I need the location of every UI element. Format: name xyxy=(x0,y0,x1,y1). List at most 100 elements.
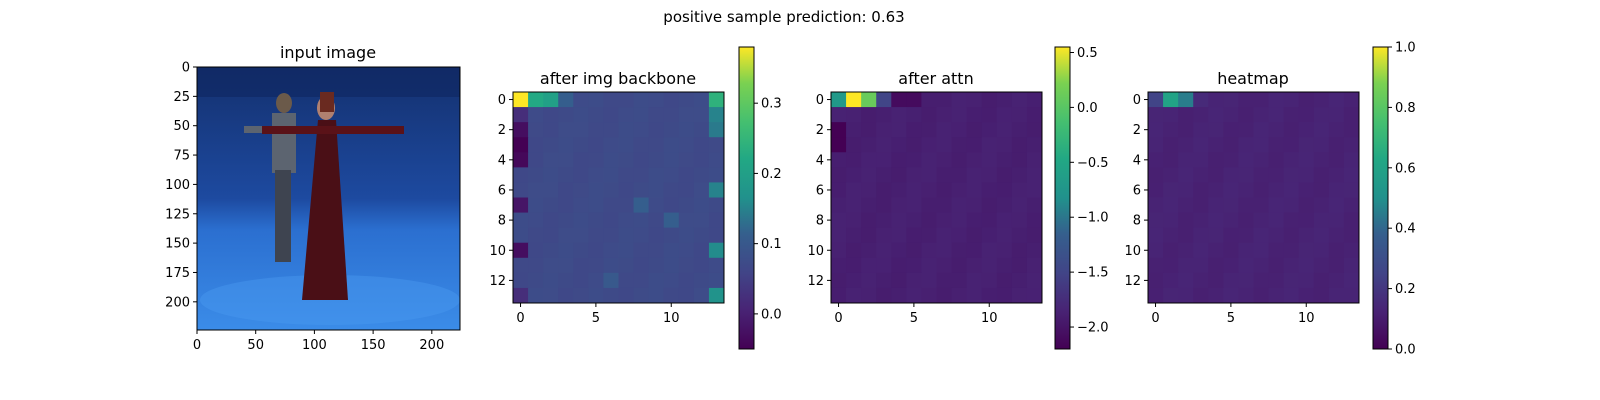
heatmap-cell xyxy=(603,152,619,168)
heatmap-cell xyxy=(573,122,589,138)
heatmap-cell xyxy=(558,92,574,108)
heatmap-cell xyxy=(921,287,937,304)
colorbar-tick-label: −1.5 xyxy=(1077,266,1109,281)
heatmap-cell xyxy=(1328,107,1345,123)
heatmap-cell xyxy=(1313,212,1330,229)
y-tick-label: 10 xyxy=(489,244,506,259)
heatmap-cell xyxy=(528,167,544,183)
heatmap-cell xyxy=(663,272,680,289)
heatmap-cell xyxy=(981,122,998,138)
heatmap-cell xyxy=(1148,287,1164,304)
heatmap-cell xyxy=(633,242,650,259)
heatmap-cell xyxy=(678,197,695,214)
heatmap-cell xyxy=(1223,212,1239,229)
heatmap-cell xyxy=(528,242,544,259)
heatmap-cell xyxy=(876,137,892,153)
y-axis-ticks: 0 2 4 6 8 10 12 xyxy=(807,93,831,289)
heatmap-cell xyxy=(891,152,907,168)
heatmap-cell xyxy=(936,137,953,153)
heatmap-cell xyxy=(1178,182,1194,198)
colorbar xyxy=(1054,46,1071,350)
heatmap-cell xyxy=(846,107,862,123)
heatmap-cell xyxy=(1238,137,1254,153)
colorbar-tick-label: 0.0 xyxy=(761,307,782,322)
heatmap-cell xyxy=(1298,92,1315,108)
heatmap-cell xyxy=(693,107,710,123)
heatmap-cell xyxy=(528,107,544,123)
heatmap-cell xyxy=(1026,242,1043,259)
heatmap-cell xyxy=(846,242,862,259)
heatmap-cell xyxy=(1163,107,1179,123)
heatmap-cell xyxy=(603,167,619,183)
heatmap-cell xyxy=(588,242,604,259)
heatmap-cell xyxy=(1178,92,1194,108)
heatmap-cell xyxy=(876,152,892,168)
panel-title: after attn xyxy=(898,69,973,88)
heatmap-cell xyxy=(966,212,983,229)
x-tick-label: 0 xyxy=(516,311,524,326)
heatmap-cell xyxy=(618,92,635,108)
heatmap-cell xyxy=(1343,122,1360,138)
colorbar-tick-label: 0.0 xyxy=(1395,343,1416,358)
heatmap-cell xyxy=(906,107,922,123)
heatmap-cell xyxy=(543,242,559,259)
heatmap-cell xyxy=(1178,257,1194,274)
heatmap-cell xyxy=(708,272,725,289)
heatmap-cell xyxy=(1298,257,1315,274)
heatmap-cell xyxy=(588,182,604,198)
heatmap-cell xyxy=(1328,137,1345,153)
heatmap-cell xyxy=(633,182,650,198)
heatmap-cell xyxy=(981,242,998,259)
heatmap-cell xyxy=(936,197,953,214)
heatmap-cell xyxy=(618,227,635,244)
heatmap-cell xyxy=(861,152,877,168)
heatmap-cell xyxy=(708,152,725,168)
heatmap-cell xyxy=(1343,257,1360,274)
heatmap-cell xyxy=(1343,137,1360,153)
heatmap-cell xyxy=(573,272,589,289)
heatmap-cell xyxy=(1313,272,1330,289)
heatmap-cell xyxy=(588,212,604,229)
heatmap-cell xyxy=(1193,167,1209,183)
heatmap-cell xyxy=(1343,152,1360,168)
heatmap-cell xyxy=(1208,167,1224,183)
heatmap-cell xyxy=(951,287,968,304)
heatmap-cell xyxy=(1193,197,1209,214)
heatmap-cell xyxy=(618,182,635,198)
heatmap-cell xyxy=(648,242,665,259)
heatmap-cell xyxy=(1343,107,1360,123)
heatmap-cell xyxy=(876,92,892,108)
heatmap-cell xyxy=(663,197,680,214)
heatmap-cell xyxy=(996,137,1013,153)
heatmap-cell xyxy=(1163,257,1179,274)
heatmap-cell xyxy=(981,272,998,289)
heatmap-cell xyxy=(1253,107,1270,123)
x-tick-label: 150 xyxy=(361,338,386,353)
heatmap-cell xyxy=(708,122,725,138)
heatmap-cell xyxy=(1328,197,1345,214)
heatmap-cell xyxy=(936,272,953,289)
heatmap-cell xyxy=(1011,137,1028,153)
heatmap-cell xyxy=(1343,242,1360,259)
heatmap-cell xyxy=(861,227,877,244)
heatmap-cell xyxy=(831,137,847,153)
heatmap-cell xyxy=(558,287,574,304)
heatmap-cell xyxy=(936,242,953,259)
heatmap-cell xyxy=(921,212,937,229)
heatmap-cell xyxy=(588,257,604,274)
heatmap-cell xyxy=(846,197,862,214)
x-tick-label: 0 xyxy=(1151,311,1159,326)
heatmap-cell xyxy=(663,227,680,244)
heatmap-cell xyxy=(693,197,710,214)
heatmap-cell xyxy=(513,137,529,153)
heatmap-cell xyxy=(648,287,665,304)
heatmap-cell xyxy=(528,287,544,304)
heatmap-cell xyxy=(1343,272,1360,289)
heatmap-cell xyxy=(1328,227,1345,244)
heatmap-cell xyxy=(831,212,847,229)
heatmap-cell xyxy=(1148,242,1164,259)
heatmap-cell xyxy=(558,107,574,123)
heatmap-cell xyxy=(558,122,574,138)
heatmap-cell xyxy=(846,182,862,198)
heatmap-cell xyxy=(996,212,1013,229)
